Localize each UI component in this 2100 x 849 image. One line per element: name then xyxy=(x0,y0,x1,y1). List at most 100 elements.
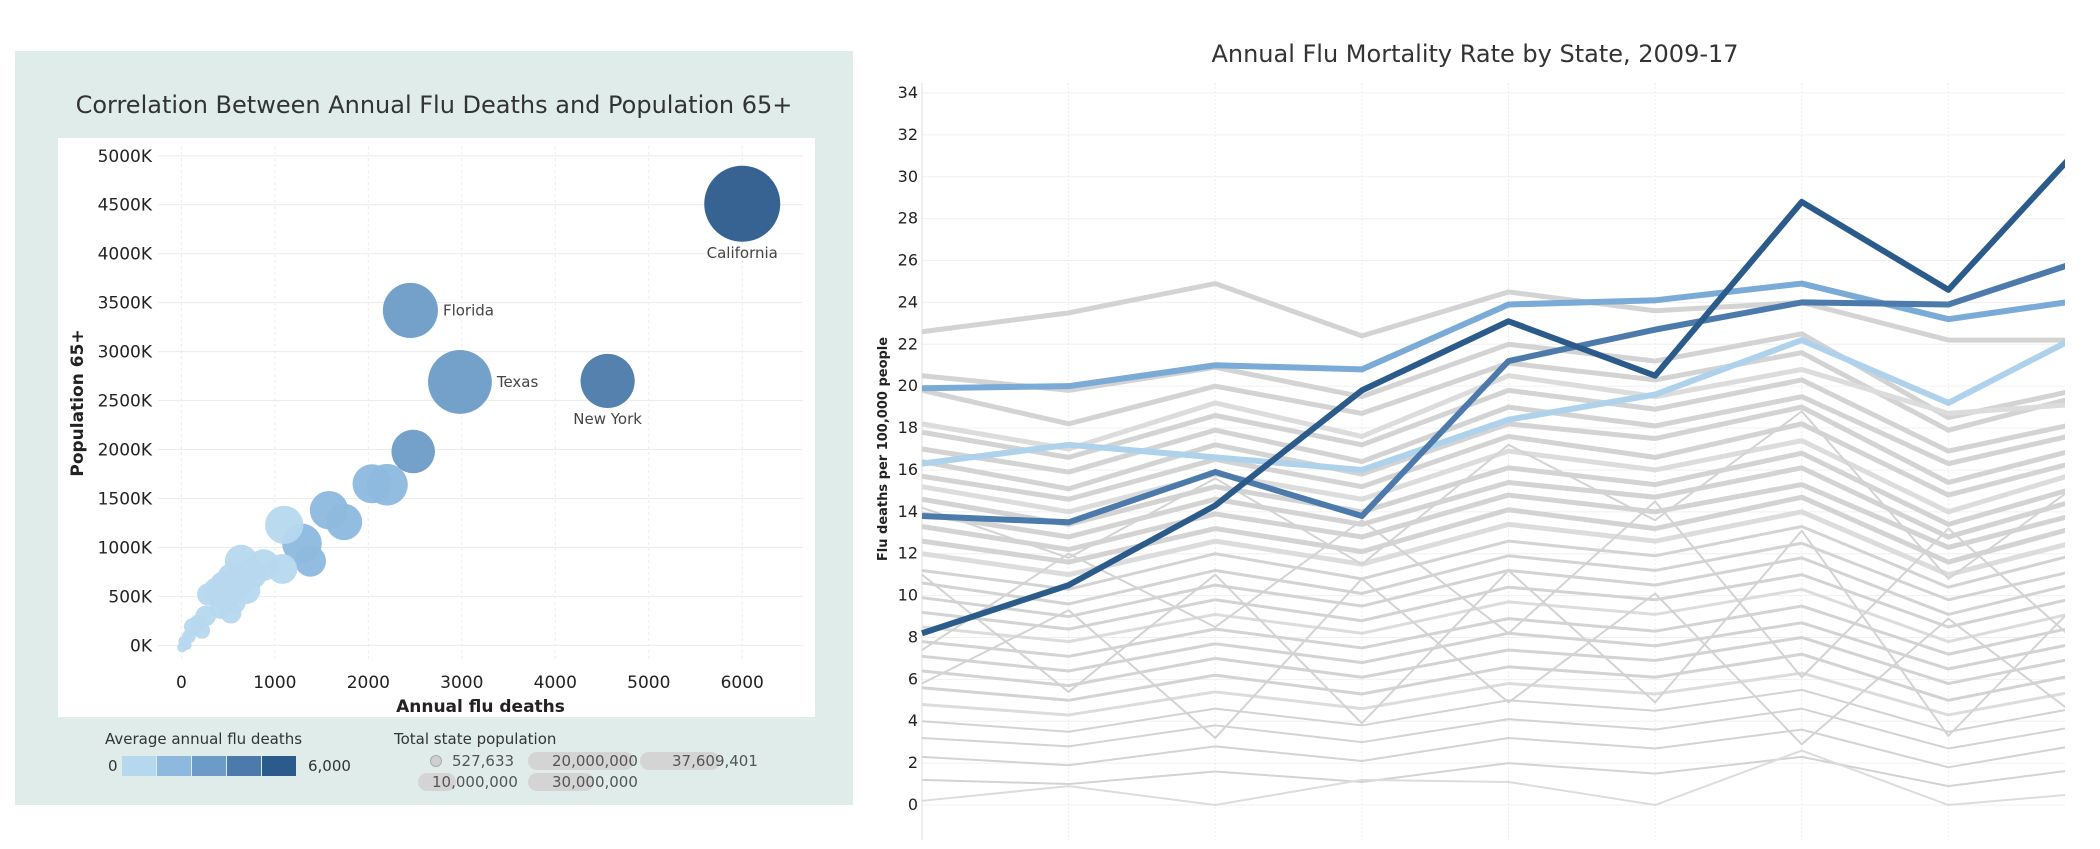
size-legend-item: 37,609,401 xyxy=(640,752,758,770)
y-tick-label: 24 xyxy=(898,292,918,311)
size-legend-marker xyxy=(418,773,456,791)
background-series-line[interactable] xyxy=(921,652,2065,702)
size-legend-label: 527,633 xyxy=(452,752,515,770)
scatter-point[interactable] xyxy=(294,545,327,577)
background-series-line[interactable] xyxy=(921,688,2065,733)
scatter-point[interactable] xyxy=(382,282,438,339)
size-legend-marker xyxy=(640,752,720,770)
y-tick-label: 6 xyxy=(908,669,918,688)
y-tick-label: 1000K xyxy=(98,538,153,558)
y-axis-label: Flu deaths per 100,000 people xyxy=(876,337,891,561)
background-series-line[interactable] xyxy=(921,377,2065,460)
background-series-line[interactable] xyxy=(921,331,2065,421)
background-series-line[interactable] xyxy=(921,749,2065,806)
y-tick-label: 0K xyxy=(130,636,153,656)
background-series-line[interactable] xyxy=(921,671,2065,717)
scatter-point[interactable] xyxy=(267,554,298,584)
y-tick-label: 26 xyxy=(898,251,918,270)
y-tick-label: 4 xyxy=(908,711,918,730)
y-tick-label: 14 xyxy=(898,502,918,521)
background-series-line[interactable] xyxy=(921,587,2065,644)
highlighted-series-line[interactable] xyxy=(921,131,2065,637)
size-legend-label: 30,000,000 xyxy=(552,773,638,791)
background-series-line[interactable] xyxy=(921,281,2065,343)
x-tick-label: 4000 xyxy=(534,673,577,693)
scatter-point[interactable] xyxy=(182,640,192,651)
size-legend-marker xyxy=(528,752,634,770)
background-series-line[interactable] xyxy=(921,529,2065,737)
scatter-point[interactable] xyxy=(391,429,435,474)
y-tick-label: 18 xyxy=(898,418,918,437)
background-series-line[interactable] xyxy=(921,635,2065,688)
background-series-line[interactable] xyxy=(921,410,2065,580)
background-series-line[interactable] xyxy=(921,366,2065,452)
highlighted-series-line[interactable] xyxy=(921,256,2065,526)
y-tick-label: 1500K xyxy=(98,489,153,509)
highlighted-series-line[interactable] xyxy=(921,328,2065,473)
size-legend-item: 10,000,000 xyxy=(418,773,518,791)
y-tick-label: 12 xyxy=(898,544,918,563)
scatter-point[interactable] xyxy=(580,353,635,409)
y-tick-label: 30 xyxy=(898,167,918,186)
y-tick-label: 3000K xyxy=(98,343,153,363)
y-tick-label: 16 xyxy=(898,460,918,479)
color-legend-max: 6,000 xyxy=(308,757,351,775)
color-ramp-swatch xyxy=(227,756,262,776)
background-series-line[interactable] xyxy=(921,421,2065,502)
point-label: New York xyxy=(573,410,642,428)
background-series-line[interactable] xyxy=(921,438,2065,515)
scatter-panel: Correlation Between Annual Flu Deaths an… xyxy=(15,51,853,805)
y-tick-label: 8 xyxy=(908,627,918,646)
scatter-point[interactable] xyxy=(193,622,211,639)
background-series-line[interactable] xyxy=(921,404,2065,492)
x-tick-label: 5000 xyxy=(627,673,670,693)
background-series-line[interactable] xyxy=(921,755,2065,788)
background-series-line[interactable] xyxy=(921,450,2065,527)
background-series-line[interactable] xyxy=(921,509,2065,578)
size-legend-label: 10,000,000 xyxy=(432,773,518,791)
x-tick-label: 6000 xyxy=(721,673,764,693)
y-tick-label: 22 xyxy=(898,334,918,353)
size-legend-item: 20,000,000 xyxy=(528,752,638,770)
background-series-line[interactable] xyxy=(921,728,2065,769)
background-series-line[interactable] xyxy=(921,577,2065,746)
size-legend-item: 527,633 xyxy=(430,752,514,770)
x-tick-label: 2000 xyxy=(347,673,390,693)
size-legend-label: 20,000,000 xyxy=(552,752,638,770)
background-series-line[interactable] xyxy=(921,494,2065,565)
color-legend-title: Average annual flu deaths xyxy=(105,730,303,748)
background-series-line[interactable] xyxy=(921,500,2065,679)
scatter-point[interactable] xyxy=(704,165,781,242)
size-legend-item: 30,000,000 xyxy=(528,773,638,791)
background-series-line[interactable] xyxy=(921,573,2065,631)
background-series-line[interactable] xyxy=(921,621,2065,673)
scatter-point[interactable] xyxy=(428,350,492,414)
y-tick-label: 5000K xyxy=(98,147,153,167)
color-ramp xyxy=(122,756,297,776)
color-legend-min: 0 xyxy=(108,757,118,775)
background-series-line[interactable] xyxy=(921,394,2065,475)
scatter-point[interactable] xyxy=(325,503,363,541)
line-chart-title: Annual Flu Mortality Rate by State, 2009… xyxy=(1211,40,1739,68)
highlighted-series-line[interactable] xyxy=(921,280,2065,392)
background-series-line[interactable] xyxy=(921,350,2065,433)
y-tick-label: 500K xyxy=(108,587,152,607)
color-ramp-swatch xyxy=(262,756,297,776)
scatter-chart: 0K 500K 1000K 1500K 2000K 2500K 3000K 3500K 4000… xyxy=(68,146,803,717)
background-series-line[interactable] xyxy=(921,604,2065,658)
y-tick-label: 2500K xyxy=(98,392,153,412)
scatter-point[interactable] xyxy=(352,464,392,504)
x-tick-label: 0 xyxy=(176,673,187,693)
background-series-line[interactable] xyxy=(921,482,2065,553)
background-series-line[interactable] xyxy=(921,465,2065,540)
background-series-line[interactable] xyxy=(921,707,2065,750)
scatter-point[interactable] xyxy=(265,505,304,545)
color-ramp-swatch xyxy=(122,756,157,776)
scatter-title: Correlation Between Annual Flu Deaths an… xyxy=(75,91,793,119)
y-tick-label: 4000K xyxy=(98,245,153,265)
background-series-line[interactable] xyxy=(921,541,2065,606)
scatter-point[interactable] xyxy=(220,602,242,624)
y-tick-label: 2000K xyxy=(98,441,153,461)
y-tick-label: 20 xyxy=(898,376,918,395)
